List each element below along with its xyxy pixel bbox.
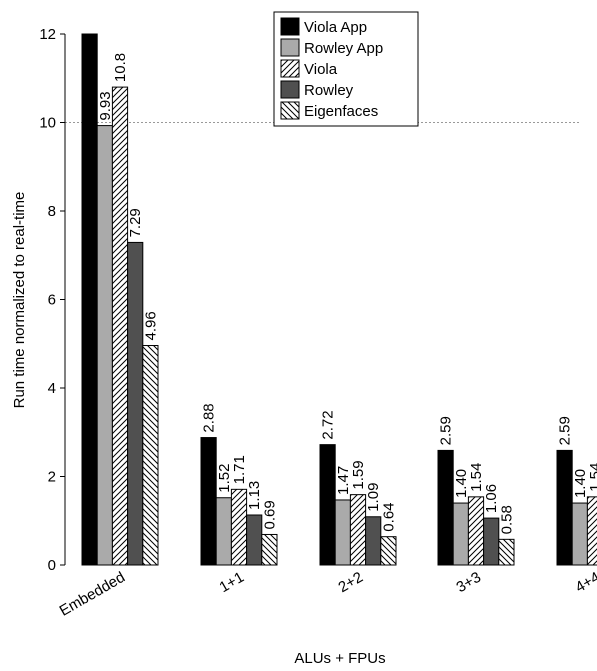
- y-axis-label: Run time normalized to real-time: [11, 192, 28, 409]
- data-label: 7.29: [127, 208, 144, 237]
- x-axis-label: ALUs + FPUs: [294, 650, 385, 667]
- bar-rowley-3p3: [483, 517, 500, 566]
- bar-rowley-app-4p4: [571, 502, 588, 566]
- x-tick-label: 2+2: [335, 569, 366, 596]
- legend-swatch: [280, 59, 300, 78]
- legend: Viola App Rowley App Viola Rowley Eigenfaces: [273, 11, 419, 127]
- bar-rowley-app-1p1: [215, 497, 232, 566]
- legend-label: Eigenfaces: [304, 103, 378, 120]
- y-tick-label: 2: [48, 469, 56, 486]
- legend-swatch: [280, 101, 300, 120]
- data-label: 9.93: [97, 91, 114, 120]
- data-label: 0.64: [380, 502, 397, 531]
- data-label: 2.59: [557, 416, 574, 445]
- bar-viola-app-2p2: [319, 444, 336, 566]
- data-label: 1.71: [231, 455, 248, 484]
- legend-swatch: [280, 38, 300, 57]
- bar-viola-app-4p4: [556, 449, 573, 566]
- x-ticks-group: Embedded 1+1 2+2 3+3 4+4: [57, 569, 597, 620]
- x-tick-label: 3+3: [453, 569, 484, 596]
- data-label: 10.8: [112, 53, 129, 82]
- data-label: 1.40: [453, 469, 470, 498]
- legend-swatch: [280, 80, 300, 99]
- data-label: 1.54: [468, 463, 485, 492]
- data-label: 1.09: [365, 483, 382, 512]
- data-label: 1.54: [587, 463, 597, 492]
- data-label: 1.59: [350, 460, 367, 489]
- bar-viola-3p3: [467, 496, 485, 566]
- bar-rowley-embedded: [127, 241, 144, 566]
- x-tick-label: 4+4: [572, 569, 597, 596]
- bar-rowley-1p1: [246, 514, 263, 566]
- bar-viola-2p2: [349, 494, 367, 566]
- x-tick-label: 1+1: [216, 569, 247, 596]
- x-tick-label: Embedded: [57, 569, 128, 620]
- bar-viola-4p4: [586, 496, 597, 566]
- bar-viola-app-1p1: [200, 437, 217, 566]
- bar-eigenfaces-3p3: [498, 538, 515, 566]
- data-label: 0.58: [498, 505, 515, 534]
- bar-viola-app-3p3: [437, 449, 454, 566]
- data-label: 2.72: [320, 410, 337, 439]
- y-tick-label: 4: [48, 380, 56, 397]
- bar-rowley-app-3p3: [452, 502, 469, 566]
- bar-viola-app-embedded: [81, 33, 98, 566]
- data-label: 1.40: [572, 469, 589, 498]
- data-label: 1.13: [246, 481, 263, 510]
- legend-label: Rowley App: [304, 40, 383, 57]
- bar-viola-1p1: [230, 488, 248, 566]
- y-tick-label: 6: [48, 292, 56, 309]
- legend-label: Rowley: [304, 82, 354, 99]
- bar-rowley-app-embedded: [96, 125, 113, 566]
- bar-eigenfaces-embedded: [142, 345, 159, 566]
- legend-swatch: [280, 17, 300, 36]
- bar-viola-embedded: [111, 86, 129, 566]
- y-tick-label: 12: [39, 26, 56, 43]
- legend-label: Viola App: [304, 19, 367, 36]
- data-label: 2.88: [201, 403, 218, 432]
- y-ticks-group: 0 2 4 6 8 10 12: [39, 26, 65, 574]
- legend-label: Viola: [304, 61, 338, 78]
- bar-rowley-2p2: [365, 516, 382, 566]
- bars-group: [81, 33, 597, 566]
- y-tick-label: 0: [48, 557, 56, 574]
- bar-eigenfaces-2p2: [380, 536, 397, 566]
- data-labels-group: 9.93 10.8 7.29 4.96 2.88 1.521.711.130.69 2.72…: [97, 53, 597, 534]
- data-label: 1.06: [483, 484, 500, 513]
- data-label: 1.47: [335, 466, 352, 495]
- data-label: 4.96: [142, 311, 159, 340]
- bar-rowley-app-2p2: [334, 499, 351, 566]
- y-tick-label: 8: [48, 203, 56, 220]
- bar-eigenfaces-1p1: [261, 533, 278, 566]
- data-label: 2.59: [438, 416, 455, 445]
- data-label: 1.52: [216, 464, 233, 493]
- y-tick-label: 10: [39, 115, 56, 132]
- data-label: 0.69: [261, 500, 278, 529]
